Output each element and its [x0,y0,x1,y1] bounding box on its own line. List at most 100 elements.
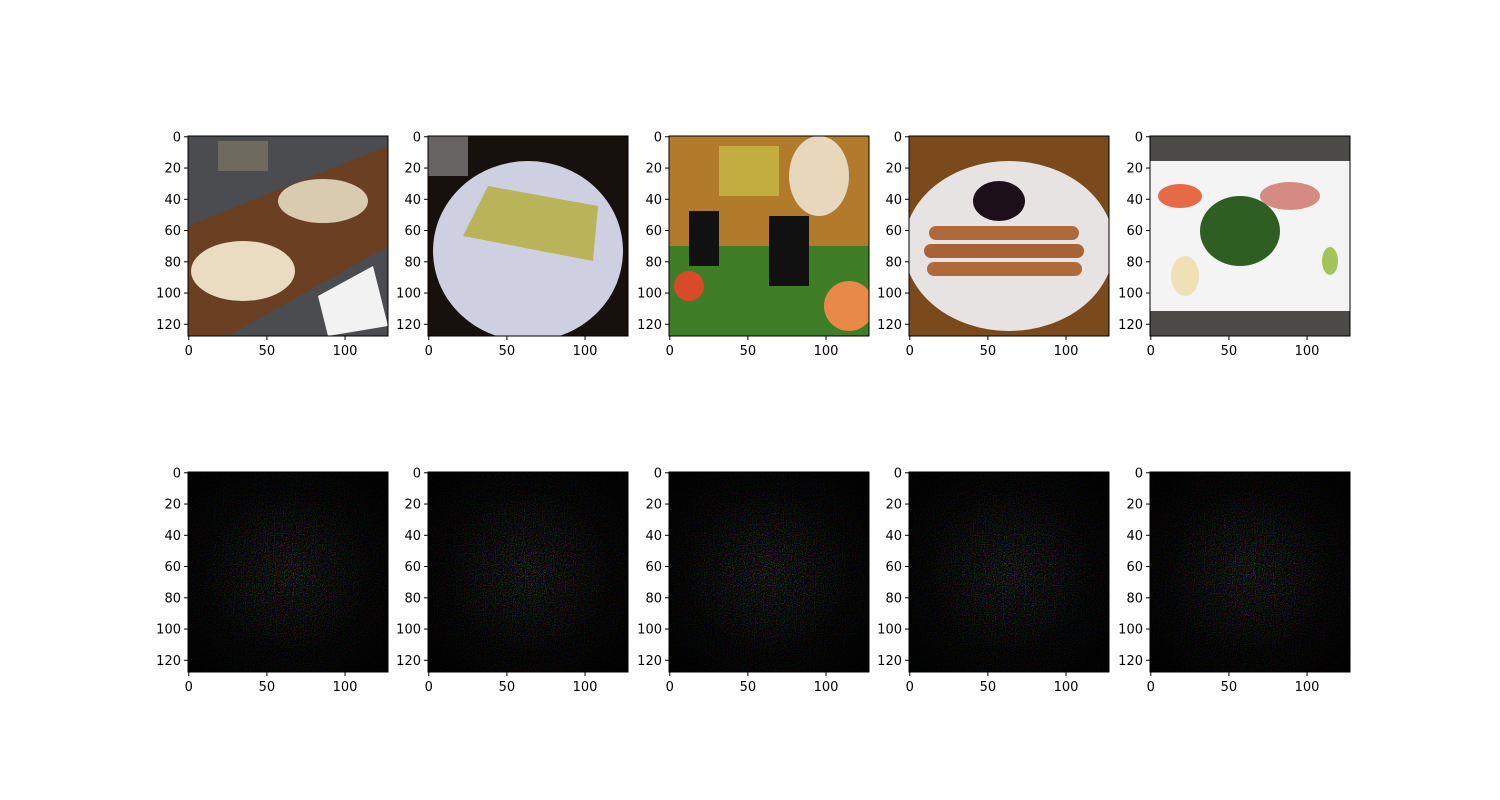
y-tick-label: 0 [173,130,181,145]
y-tick-label: 0 [413,130,421,145]
y-tick-label: 80 [404,591,421,606]
y-tick-label: 60 [885,224,902,239]
y-tick-label: 60 [885,560,902,575]
saliency-panel-1: 0 20 40 60 80 100 120 0 50 100 [156,466,389,695]
photo-panel-1: 0 20 40 60 80 100 120 0 50 100 [156,130,389,359]
y-tick-label: 40 [164,529,181,544]
y-tick-label: 80 [164,591,181,606]
y-tick-label: 80 [404,255,421,270]
x-tick-label: 50 [499,680,516,695]
y-tick-label: 100 [637,623,662,638]
photo-panel-4: 0 20 40 60 80 100 120 0 50 100 [877,130,1110,359]
y-tick-label: 100 [1118,623,1143,638]
y-tick-label: 80 [645,591,662,606]
y-tick-label: 120 [396,654,421,669]
y-tick-label: 100 [156,287,181,302]
x-tick-label: 0 [906,680,914,695]
axes-frame [908,135,1110,337]
x-tick-label: 100 [1295,344,1320,359]
y-tick-label: 60 [1126,224,1143,239]
x-tick-label: 0 [1147,680,1155,695]
y-tick-label: 20 [404,498,421,513]
y-tick-label: 60 [164,560,181,575]
axes-frame [187,471,389,673]
y-tick-label: 20 [645,162,662,177]
y-tick-label: 40 [1126,529,1143,544]
y-tick-label: 20 [1126,498,1143,513]
x-tick-label: 50 [259,344,276,359]
y-tick-label: 0 [894,130,902,145]
y-tick-label: 0 [654,130,662,145]
y-tick-label: 0 [413,466,421,481]
y-tick-label: 120 [637,318,662,333]
saliency-panel-2: 0 20 40 60 80 100 120 0 50 100 [396,466,629,695]
photo-panel-3: 0 20 40 60 80 100 120 0 50 100 [637,130,870,359]
saliency-panel-4: 0 20 40 60 80 100 120 0 50 100 [877,466,1110,695]
x-tick-label: 100 [1054,680,1079,695]
y-tick-label: 120 [877,654,902,669]
axes-frame [1149,471,1351,673]
y-tick-label: 20 [645,498,662,513]
x-tick-label: 0 [185,680,193,695]
x-tick-label: 0 [185,344,193,359]
x-tick-label: 100 [1054,344,1079,359]
x-tick-label: 0 [425,344,433,359]
axes-frame [908,471,1110,673]
y-tick-label: 40 [404,193,421,208]
y-tick-label: 120 [1118,318,1143,333]
y-tick-label: 20 [885,162,902,177]
x-tick-label: 50 [980,680,997,695]
y-tick-label: 20 [1126,162,1143,177]
y-tick-label: 80 [164,255,181,270]
y-tick-label: 100 [877,287,902,302]
y-tick-label: 0 [1135,130,1143,145]
y-tick-label: 20 [164,498,181,513]
y-tick-label: 0 [894,466,902,481]
axes-frame [1149,135,1351,337]
y-tick-label: 80 [885,255,902,270]
y-tick-label: 60 [404,560,421,575]
x-tick-label: 50 [740,680,757,695]
y-tick-label: 40 [645,529,662,544]
x-tick-label: 50 [740,344,757,359]
x-tick-label: 100 [573,344,598,359]
photo-panel-5: 0 20 40 60 80 100 120 0 50 100 [1118,130,1351,359]
y-tick-label: 80 [1126,255,1143,270]
x-tick-label: 100 [573,680,598,695]
y-tick-label: 40 [645,193,662,208]
y-tick-label: 60 [164,224,181,239]
x-tick-label: 50 [499,344,516,359]
y-tick-label: 40 [885,193,902,208]
y-tick-label: 0 [1135,466,1143,481]
y-tick-label: 40 [164,193,181,208]
x-tick-label: 100 [333,680,358,695]
y-tick-label: 100 [1118,287,1143,302]
y-tick-label: 80 [645,255,662,270]
y-tick-label: 100 [156,623,181,638]
y-tick-label: 100 [877,623,902,638]
y-tick-label: 120 [877,318,902,333]
y-tick-label: 40 [885,529,902,544]
x-tick-label: 100 [333,344,358,359]
x-tick-label: 100 [814,344,839,359]
x-tick-label: 50 [1221,344,1238,359]
x-tick-label: 100 [814,680,839,695]
y-tick-label: 20 [164,162,181,177]
y-tick-label: 60 [645,560,662,575]
axes-frame [668,471,870,673]
y-tick-label: 120 [1118,654,1143,669]
x-tick-label: 50 [259,680,276,695]
photo-panel-2: 0 20 40 60 80 100 120 0 50 100 [396,130,629,359]
x-tick-label: 50 [1221,680,1238,695]
y-tick-label: 120 [637,654,662,669]
saliency-panel-3: 0 20 40 60 80 100 120 0 50 100 [637,466,870,695]
y-tick-label: 40 [1126,193,1143,208]
y-tick-label: 60 [645,224,662,239]
x-tick-label: 0 [666,344,674,359]
y-tick-label: 60 [1126,560,1143,575]
y-tick-label: 120 [156,654,181,669]
axes-frame [668,135,870,337]
x-tick-label: 0 [906,344,914,359]
x-tick-label: 50 [980,344,997,359]
y-tick-label: 100 [396,623,421,638]
